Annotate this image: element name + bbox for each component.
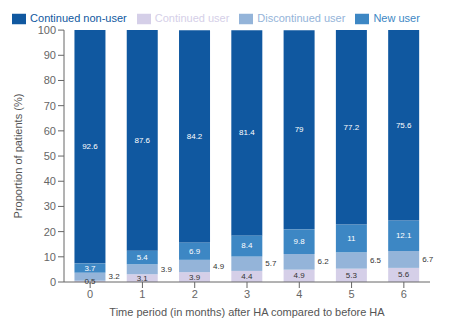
svg-text:6.2: 6.2 <box>318 257 330 266</box>
svg-text:87.6: 87.6 <box>134 136 150 145</box>
svg-text:5.4: 5.4 <box>137 253 149 262</box>
svg-text:1: 1 <box>139 288 145 300</box>
svg-text:3.9: 3.9 <box>161 265 173 274</box>
svg-text:3.2: 3.2 <box>108 272 120 281</box>
svg-text:Time period (in months) after: Time period (in months) after HA compare… <box>109 306 385 318</box>
svg-text:20: 20 <box>44 226 56 238</box>
html-text:Continued user: Continued user <box>154 12 230 24</box>
svg-text:5.6: 5.6 <box>398 270 410 279</box>
svg-text:9.8: 9.8 <box>294 237 306 246</box>
svg-text:3.9: 3.9 <box>189 273 201 282</box>
html-text:Continued non-user: Continued non-user <box>30 12 127 24</box>
svg-text:84.2: 84.2 <box>187 132 203 141</box>
svg-text:60: 60 <box>44 125 56 137</box>
svg-text:92.6: 92.6 <box>82 142 98 151</box>
svg-text:4.4: 4.4 <box>241 272 253 281</box>
svg-text:90: 90 <box>44 49 56 61</box>
svg-text:6: 6 <box>401 288 407 300</box>
svg-text:3.7: 3.7 <box>84 264 96 273</box>
svg-text:12.1: 12.1 <box>396 231 412 240</box>
svg-text:6.9: 6.9 <box>189 247 201 256</box>
svg-text:3.1: 3.1 <box>137 274 149 283</box>
svg-text:0: 0 <box>87 288 93 300</box>
svg-text:81.4: 81.4 <box>239 128 255 137</box>
svg-text:0.5: 0.5 <box>84 277 96 286</box>
svg-text:10: 10 <box>44 251 56 263</box>
svg-text:3: 3 <box>244 288 250 300</box>
svg-text:70: 70 <box>44 100 56 112</box>
svg-text:5.3: 5.3 <box>346 271 358 280</box>
svg-text:0: 0 <box>50 276 56 288</box>
svg-text:80: 80 <box>44 74 56 86</box>
svg-text:77.2: 77.2 <box>344 123 360 132</box>
svg-text:40: 40 <box>44 175 56 187</box>
html-text:Discontinued user: Discontinued user <box>257 12 346 24</box>
svg-text:100: 100 <box>38 24 56 36</box>
svg-text:50: 50 <box>44 150 56 162</box>
svg-text:Proportion of patients (%): Proportion of patients (%) <box>12 94 24 219</box>
svg-text:4: 4 <box>296 288 302 300</box>
svg-text:2: 2 <box>192 288 198 300</box>
svg-text:5.7: 5.7 <box>265 259 277 268</box>
svg-text:11: 11 <box>347 234 356 243</box>
svg-text:4.9: 4.9 <box>213 262 225 271</box>
svg-text:6.5: 6.5 <box>370 256 382 265</box>
svg-text:5: 5 <box>349 288 355 300</box>
svg-text:75.6: 75.6 <box>396 121 412 130</box>
svg-text:79: 79 <box>295 125 304 134</box>
html-text:New user: New user <box>373 12 420 24</box>
svg-text:30: 30 <box>44 200 56 212</box>
svg-text:8.4: 8.4 <box>241 241 253 250</box>
svg-text:6.7: 6.7 <box>422 255 434 264</box>
svg-text:4.9: 4.9 <box>294 271 306 280</box>
